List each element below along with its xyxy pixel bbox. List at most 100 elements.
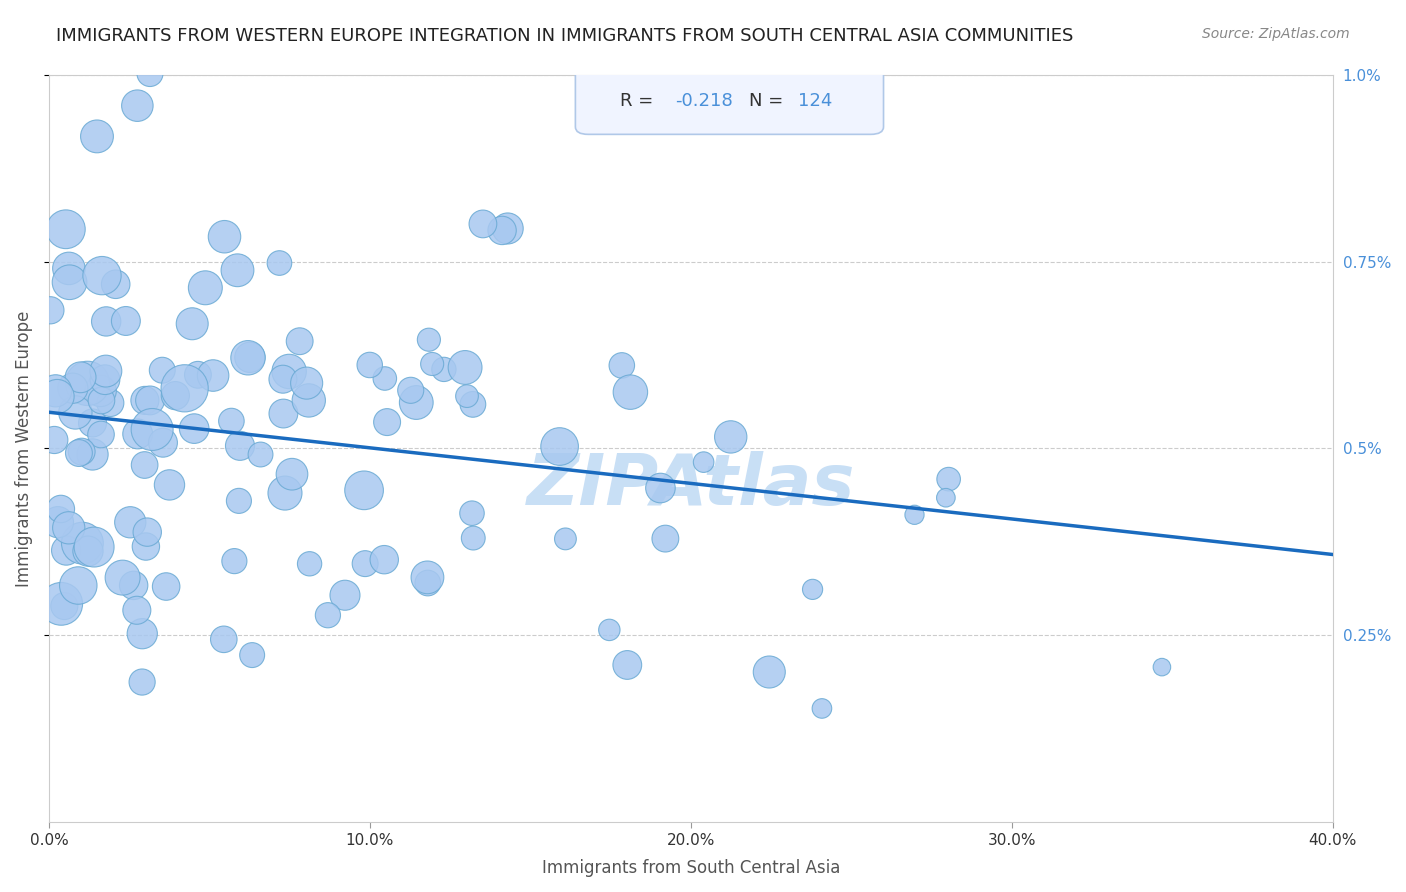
Point xyxy=(616,657,638,672)
Point xyxy=(51,597,73,611)
Point xyxy=(98,396,121,410)
Point xyxy=(49,502,72,516)
Point xyxy=(226,263,249,277)
Point xyxy=(187,368,209,382)
Point xyxy=(86,129,108,144)
Point xyxy=(416,576,439,591)
Point xyxy=(720,430,742,444)
Point xyxy=(94,364,117,378)
Point xyxy=(45,384,67,398)
Point xyxy=(354,557,377,571)
Text: -0.218: -0.218 xyxy=(675,92,734,110)
Point xyxy=(152,435,174,450)
Point xyxy=(288,334,311,349)
Point xyxy=(82,447,104,461)
Point xyxy=(1150,660,1173,674)
Point xyxy=(420,357,443,371)
Point xyxy=(461,397,484,411)
Point xyxy=(94,373,117,387)
Point xyxy=(67,578,90,592)
Y-axis label: Immigrants from Western Europe: Immigrants from Western Europe xyxy=(15,310,32,587)
Point xyxy=(55,543,77,558)
Point xyxy=(548,440,571,454)
Point xyxy=(463,531,485,545)
Point xyxy=(433,362,456,376)
Point xyxy=(274,486,297,500)
X-axis label: Immigrants from South Central Asia: Immigrants from South Central Asia xyxy=(541,859,841,877)
Point xyxy=(58,275,80,289)
Point xyxy=(62,381,84,395)
Point xyxy=(159,478,181,492)
Point xyxy=(491,223,513,237)
Point xyxy=(136,525,159,540)
Point xyxy=(104,277,127,292)
Point xyxy=(811,701,834,715)
Point xyxy=(461,506,484,520)
Point xyxy=(236,351,259,365)
FancyBboxPatch shape xyxy=(575,67,883,135)
Point xyxy=(375,415,398,429)
Point xyxy=(298,393,321,408)
Point xyxy=(269,256,291,270)
Point xyxy=(903,508,925,522)
Point xyxy=(90,393,112,408)
Point xyxy=(39,303,62,318)
Point xyxy=(65,405,87,419)
Point xyxy=(77,544,100,558)
Point xyxy=(44,433,66,447)
Point xyxy=(111,571,134,585)
Point xyxy=(224,554,246,568)
Point xyxy=(650,481,672,495)
Point xyxy=(619,385,641,400)
Point xyxy=(565,30,588,45)
Point xyxy=(183,422,205,436)
Point xyxy=(72,536,94,550)
Point xyxy=(281,467,304,482)
Point xyxy=(165,389,187,403)
Point xyxy=(298,557,321,571)
Point xyxy=(134,458,156,472)
Point xyxy=(115,314,138,328)
Point xyxy=(90,427,112,442)
Point xyxy=(127,426,149,441)
Point xyxy=(758,665,780,679)
Point xyxy=(316,608,339,623)
Point xyxy=(471,217,494,231)
Point xyxy=(278,364,301,378)
Text: 124: 124 xyxy=(797,92,832,110)
Point xyxy=(229,439,252,453)
Text: N =: N = xyxy=(749,92,789,110)
Point xyxy=(295,376,318,391)
Point xyxy=(456,389,478,403)
Point xyxy=(273,407,295,421)
Point xyxy=(214,229,236,244)
Point xyxy=(139,393,162,408)
Point xyxy=(271,372,294,386)
Point xyxy=(67,446,90,460)
Point xyxy=(53,599,76,613)
Point xyxy=(249,448,271,462)
Point xyxy=(353,483,375,498)
Point xyxy=(938,472,960,486)
Point xyxy=(374,371,396,385)
Point xyxy=(454,360,477,375)
Point xyxy=(405,395,427,409)
Point xyxy=(76,376,98,391)
Point xyxy=(399,384,422,398)
Point xyxy=(46,515,69,529)
Point xyxy=(58,521,80,535)
Point xyxy=(70,444,93,458)
Point xyxy=(58,261,80,276)
Point xyxy=(131,675,153,690)
Text: IMMIGRANTS FROM WESTERN EUROPE INTEGRATION IN IMMIGRANTS FROM SOUTH CENTRAL ASIA: IMMIGRANTS FROM WESTERN EUROPE INTEGRATI… xyxy=(56,27,1074,45)
Point xyxy=(333,588,356,602)
Point xyxy=(91,268,114,283)
Point xyxy=(654,532,676,546)
Point xyxy=(83,540,105,554)
Point xyxy=(181,317,204,331)
Point xyxy=(127,98,149,112)
Point xyxy=(221,414,243,428)
Point xyxy=(239,351,262,365)
Point xyxy=(416,570,439,584)
Point xyxy=(610,359,633,373)
